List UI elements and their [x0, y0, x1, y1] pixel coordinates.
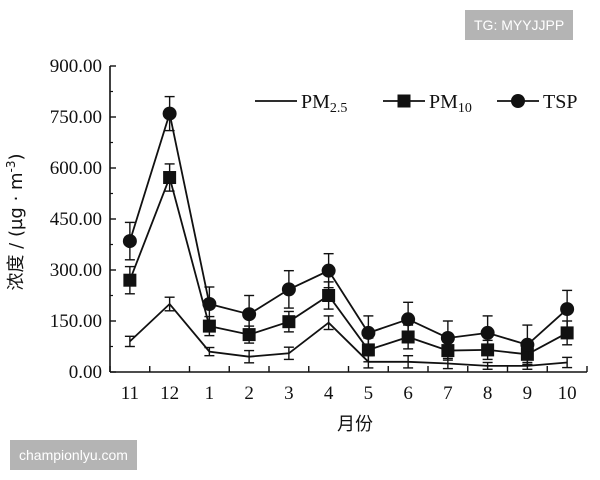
legend-label: PM2.5: [301, 91, 347, 116]
legend-label: PM10: [429, 91, 472, 116]
watermark-top: TG: MYYJJPP: [465, 10, 574, 40]
data-point: [282, 315, 296, 329]
y-tick-label: 0.00: [69, 362, 102, 383]
x-tick-label: 11: [121, 383, 139, 404]
legend-label: TSP: [543, 91, 577, 113]
x-tick-label: 10: [558, 383, 577, 404]
x-tick-label: 2: [244, 383, 254, 404]
data-point: [122, 234, 137, 249]
x-tick-label: 4: [324, 383, 334, 404]
x-tick-label: 9: [523, 383, 533, 404]
x-tick-label: 5: [364, 383, 374, 404]
series-line: [129, 302, 568, 367]
data-point: [242, 307, 257, 322]
data-point: [202, 297, 217, 311]
x-tick-label: 1: [205, 383, 215, 404]
watermark-bottom: championlyu.com: [10, 440, 137, 470]
data-point: [560, 302, 575, 317]
axes: 0.00 150.00 300.00 450.00 600.00 750.00 900.00…: [50, 56, 588, 404]
x-axis-title: 月份: [337, 414, 373, 435]
y-tick-label: 450.00: [50, 209, 102, 230]
data-point: [560, 326, 574, 340]
x-tick-label: 3: [284, 383, 294, 404]
data-point: [281, 282, 296, 297]
data-point: [162, 106, 177, 121]
data-point: [242, 328, 256, 342]
data-point: [322, 289, 336, 302]
data-point: [202, 319, 216, 333]
y-tick-label: 750.00: [50, 107, 102, 128]
y-tick-label: 900.00: [50, 56, 102, 77]
legend-swatch-marker: [397, 94, 411, 108]
legend: PM2.5 PM10 TSP: [255, 91, 577, 116]
legend-item-pm10: PM10: [383, 91, 472, 116]
data-point: [440, 331, 455, 345]
y-tick-label: 300.00: [50, 260, 102, 281]
series-pm10: [123, 163, 574, 366]
data-point: [520, 337, 535, 352]
legend-item-tsp: TSP: [497, 91, 577, 113]
y-tick-label: 150.00: [50, 311, 102, 332]
legend-item-pm2-5: PM2.5: [255, 91, 347, 116]
data-point: [480, 325, 495, 340]
series-line: [129, 174, 568, 356]
data-point: [401, 312, 416, 327]
data-point: [361, 325, 376, 340]
x-tick-label: 6: [403, 383, 413, 404]
data-point: [123, 273, 137, 287]
series-layer: [122, 95, 575, 370]
series-pm2-5: [124, 296, 573, 370]
x-tick-label: 8: [483, 383, 493, 404]
series-line: [129, 110, 568, 346]
data-point: [321, 263, 336, 278]
legend-swatch-marker: [511, 94, 525, 108]
y-tick-label: 600.00: [50, 158, 102, 179]
x-tick-label: 7: [443, 383, 453, 404]
data-point: [163, 171, 177, 185]
y-axis-title: 浓度 / (µg · m-3): [4, 153, 27, 290]
x-tick-label: 12: [160, 383, 179, 404]
series-tsp: [122, 95, 575, 366]
